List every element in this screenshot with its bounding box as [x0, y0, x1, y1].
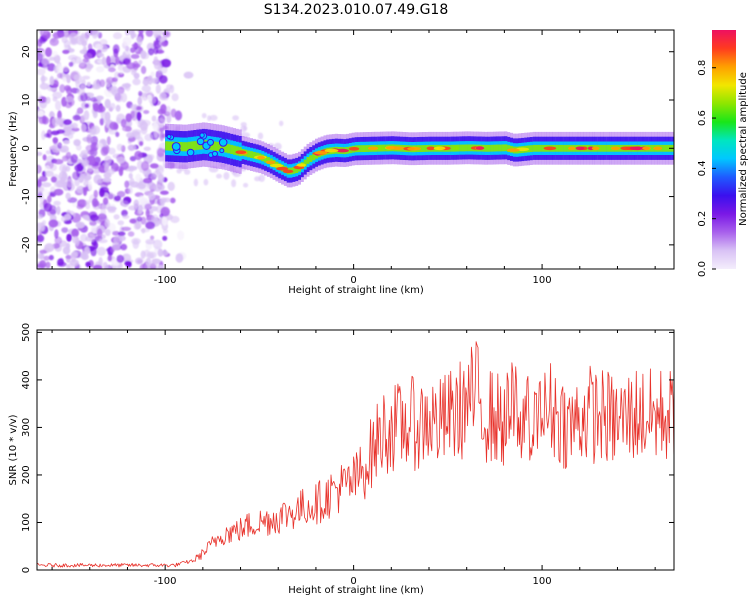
spectrogram-xlabel: Height of straight line (km) [288, 285, 424, 296]
colorbar-tick-label: 0.6 [697, 110, 708, 126]
colorbar-tick-label: 0.2 [697, 211, 708, 227]
snr-ytick-label: 400 [21, 370, 32, 389]
snr-ytick-label: 100 [21, 513, 32, 532]
snr-xlabel: Height of straight line (km) [288, 585, 424, 596]
colorbar-tick-label: 0.4 [697, 160, 708, 176]
spectrogram-ytick-label: -20 [21, 237, 32, 253]
spectrogram-ytick-label: 20 [21, 45, 32, 58]
colorbar-label: Normalized spectral amplitude [738, 72, 749, 226]
snr-plot [37, 341, 674, 568]
snr-ytick-label: 0 [21, 567, 32, 573]
snr-xtick-label: 100 [533, 576, 552, 587]
snr-ytick-label: 300 [21, 418, 32, 437]
snr-ticks: -100 0 100 0 100 200 300 400 500 [21, 323, 674, 587]
spectrogram-ytick-label: -10 [21, 188, 32, 204]
snr-xtick-label: -100 [154, 576, 177, 587]
colorbar-ticks: 0.0 0.2 0.4 0.6 0.8 [697, 60, 716, 277]
snr-series-line [37, 341, 674, 568]
spectral-ridge [165, 122, 674, 188]
spectrogram-ylabel: Frequency (Hz) [8, 111, 19, 187]
spectrogram-xtick-label: 100 [533, 275, 552, 286]
figure-title: S134.2023.010.07.49.G18 [264, 2, 449, 18]
spectrogram-ytick-label: 10 [21, 94, 32, 107]
colorbar-tick-label: 0.8 [697, 60, 708, 76]
spectrogram-ytick-label: 0 [21, 145, 32, 151]
spectrogram-xtick-label: -100 [154, 275, 177, 286]
spectrogram-frame [36, 29, 675, 270]
colorbar [712, 30, 736, 269]
snr-ylabel: SNR (10 * v/v) [8, 414, 19, 485]
spectrogram-heatmap [37, 30, 674, 269]
snr-xtick-label: 0 [350, 576, 356, 587]
spectrogram-xtick-label: 0 [350, 275, 356, 286]
snr-ytick-label: 200 [21, 465, 32, 484]
snr-frame [36, 329, 675, 571]
colorbar-tick-label: 0.0 [697, 261, 708, 277]
snr-ytick-label: 500 [21, 323, 32, 342]
